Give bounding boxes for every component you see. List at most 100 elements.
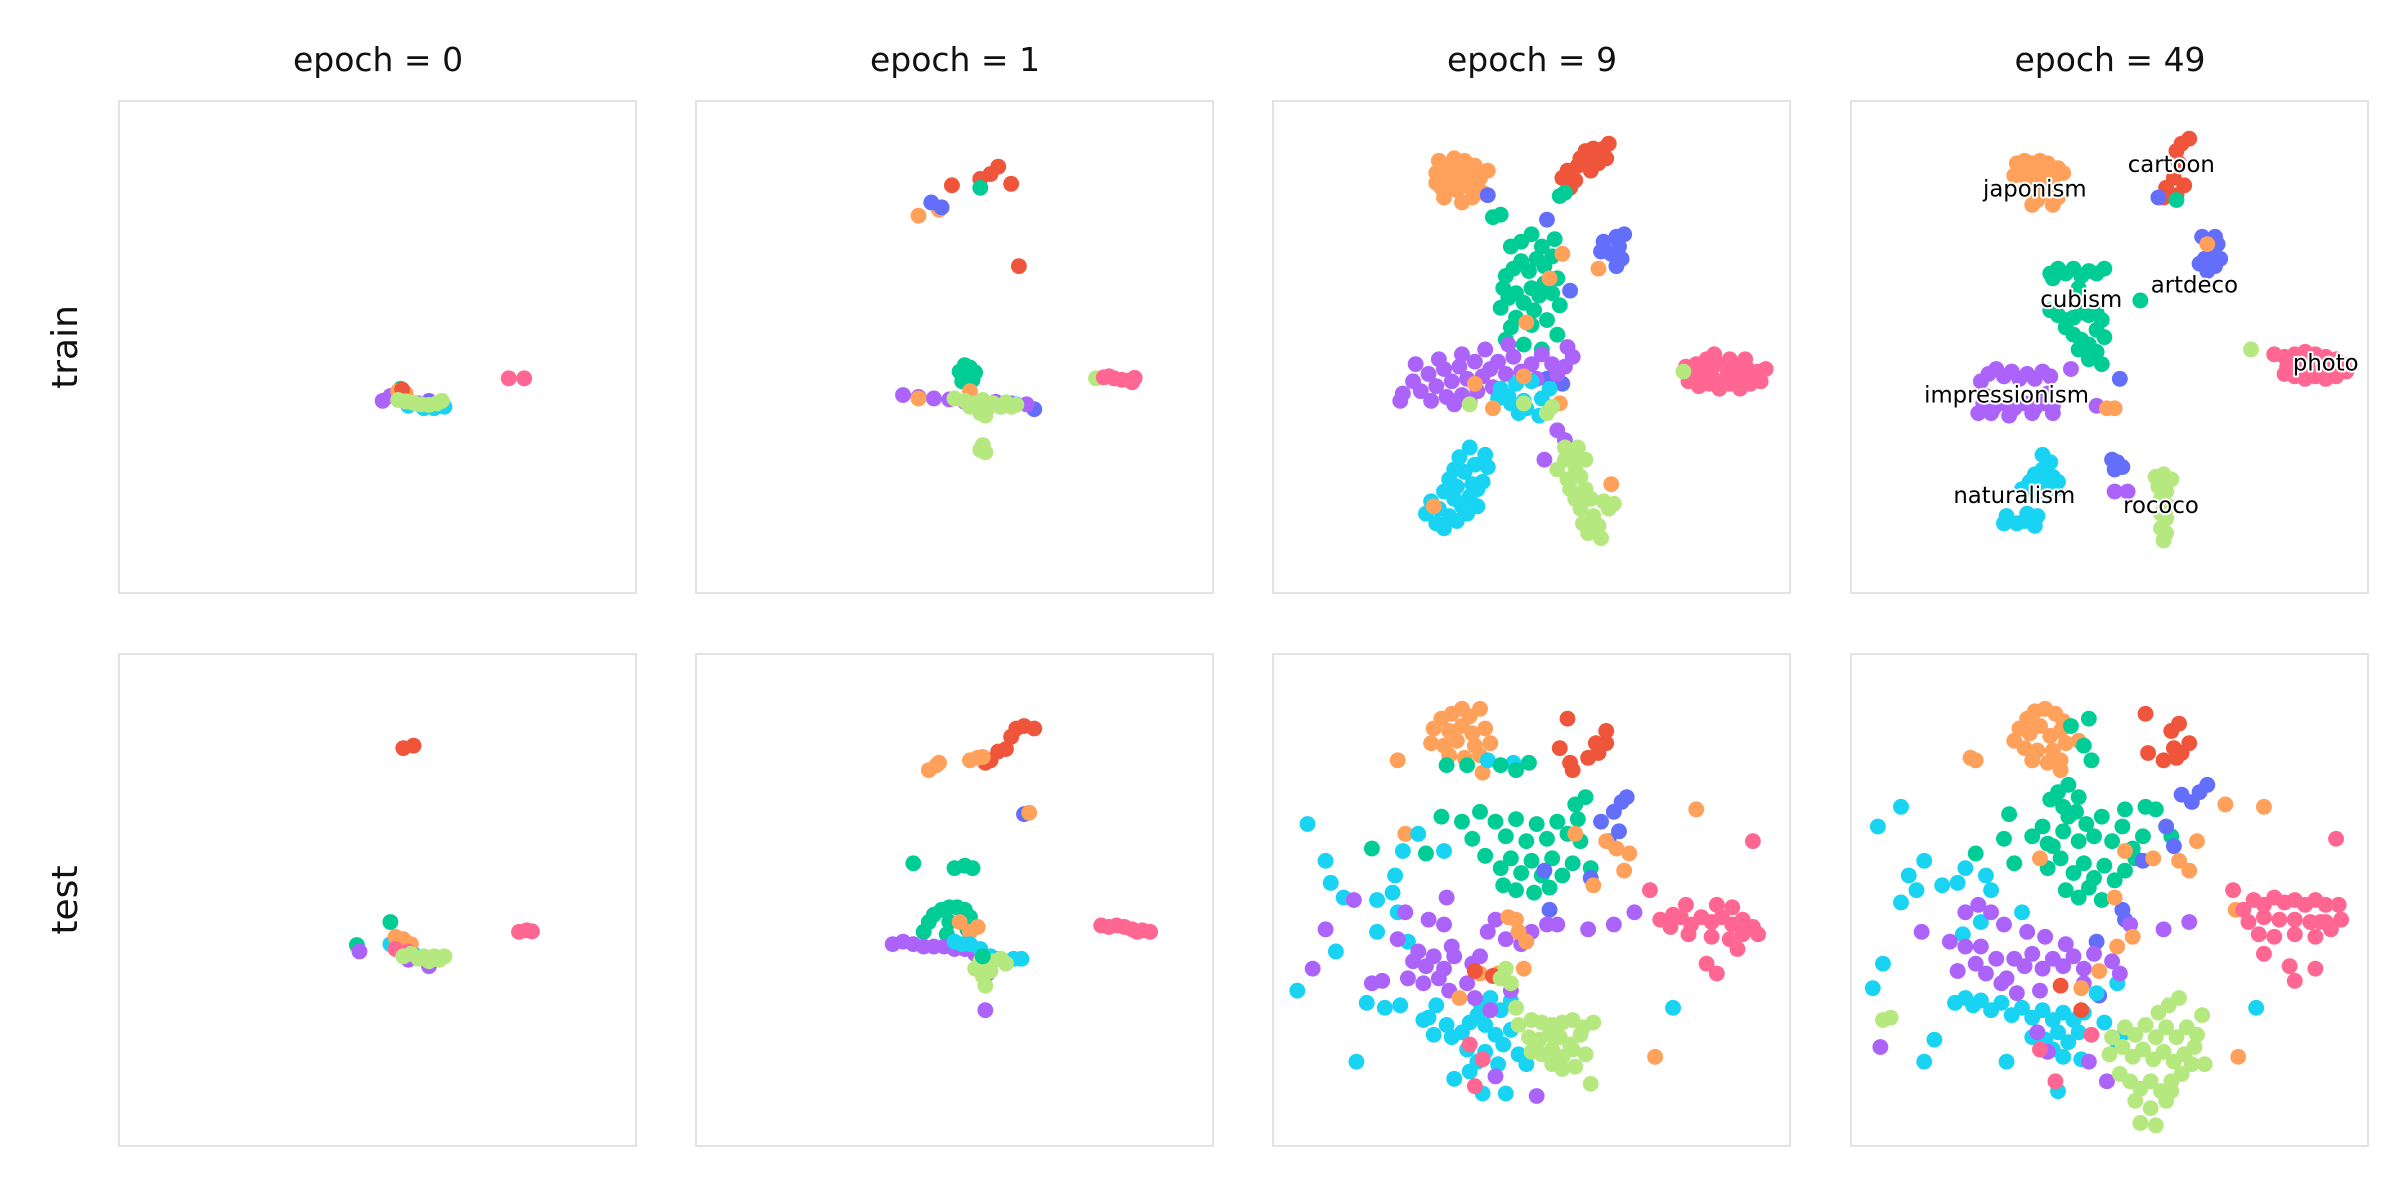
point-rococo (1593, 530, 1609, 547)
point-rococo (998, 955, 1014, 972)
column-title-epoch-9: epoch = 9 (1446, 40, 1618, 79)
point-naturalism (1477, 446, 1494, 463)
point-impressionism (1549, 366, 1566, 382)
point-japonism (1425, 720, 1442, 737)
point-cartoon (1559, 710, 1576, 727)
point-artdeco (1613, 250, 1630, 267)
point-rococo (436, 948, 453, 965)
point-impressionism (2057, 936, 2074, 953)
point-rococo (1585, 1014, 1602, 1031)
series-cartoon (943, 158, 1027, 275)
point-naturalism (1438, 1017, 1455, 1033)
point-rococo (2194, 1007, 2211, 1024)
series-artdeco (2150, 189, 2167, 206)
scatter-panel-train-epoch-49: cartoon japonism artdeco cubism photo impress… (1850, 100, 2369, 594)
point-japonism (2124, 928, 2141, 945)
scatter-panel-test-epoch-49 (1850, 653, 2369, 1147)
point-cubism (1513, 865, 1530, 881)
point-impressionism (1497, 931, 1514, 948)
point-rococo (2101, 1046, 2118, 1063)
point-japonism (2024, 196, 2041, 213)
point-naturalism (1392, 997, 1409, 1014)
point-cubism (1531, 287, 1548, 304)
point-japonism (1448, 732, 1465, 749)
point-naturalism (1934, 877, 1951, 894)
cluster-label-rococo: rococo (2123, 493, 2199, 519)
point-japonism (1590, 260, 1607, 277)
point-japonism (1464, 725, 1481, 742)
point-impressionism (1392, 392, 1409, 409)
series-rococo (2147, 466, 2180, 549)
point-photo (2271, 911, 2288, 928)
point-photo (2328, 830, 2344, 847)
point-photo (1680, 926, 1697, 943)
point-impressionism (1412, 383, 1429, 400)
point-impressionism (1872, 1039, 1889, 1055)
point-japonism (1389, 752, 1406, 769)
series-rococo (2243, 341, 2259, 358)
point-photo (2317, 896, 2334, 913)
series-japonism (2006, 152, 2072, 213)
point-photo (1750, 926, 1766, 943)
point-japonism (2032, 718, 2048, 734)
point-japonism (2106, 889, 2123, 906)
point-cubism (2070, 789, 2087, 806)
point-cubism (1472, 803, 1488, 820)
point-cubism (2106, 872, 2123, 889)
point-impressionism (2024, 945, 2041, 962)
point-cartoon (943, 177, 960, 194)
point-impressionism (1957, 938, 1974, 955)
point-impressionism (1536, 451, 1553, 468)
point-photo (524, 923, 540, 940)
point-impressionism (1430, 351, 1447, 368)
point-artdeco (2111, 370, 2128, 387)
point-impressionism (1345, 892, 1362, 908)
point-japonism (974, 749, 991, 765)
point-cubism (2147, 801, 2164, 818)
point-cubism (972, 179, 989, 196)
point-rococo (2186, 1039, 2203, 1055)
point-naturalism (2070, 1024, 2087, 1041)
point-naturalism (1410, 825, 1427, 842)
point-japonism (1647, 1048, 1664, 1065)
point-rococo (1572, 468, 1589, 485)
point-japonism (969, 919, 986, 935)
point-cubism (2080, 351, 2097, 368)
scatter-plot: cartoon japonism artdeco cubism photo impress… (1922, 130, 2361, 549)
point-cubism (2070, 833, 2087, 850)
point-japonism (1472, 700, 1488, 717)
point-cubism (2065, 865, 2082, 881)
point-impressionism (1967, 955, 1984, 972)
point-rococo (1556, 439, 1573, 456)
point-naturalism (1474, 473, 1491, 490)
point-japonism (2050, 189, 2066, 206)
point-impressionism (2086, 945, 2102, 962)
point-impressionism (1977, 388, 1994, 404)
point-rococo (1554, 1061, 1571, 1077)
point-cubism (1492, 860, 1509, 877)
point-impressionism (2119, 483, 2136, 500)
point-cubism (2060, 776, 2077, 793)
point-japonism (1603, 476, 1620, 493)
point-cubism (382, 914, 399, 930)
point-naturalism (1977, 867, 1994, 884)
point-rococo (2114, 1039, 2131, 1055)
point-impressionism (1523, 356, 1540, 373)
point-impressionism (1505, 348, 1522, 365)
point-impressionism (1972, 938, 1989, 955)
point-cubism (1495, 877, 1512, 894)
point-naturalism (1415, 1012, 1432, 1028)
point-impressionism (1459, 975, 1476, 992)
point-cubism (1363, 840, 1380, 857)
point-impressionism (1970, 896, 1987, 913)
point-naturalism (1428, 997, 1445, 1014)
point-rococo (1502, 975, 1519, 992)
point-japonism (910, 390, 927, 407)
point-photo (2330, 896, 2347, 913)
point-impressionism (1477, 341, 1494, 358)
point-naturalism (1482, 990, 1499, 1006)
series-impressionism (1536, 451, 1553, 468)
point-japonism (2181, 862, 2198, 879)
point-japonism (2199, 236, 2216, 253)
